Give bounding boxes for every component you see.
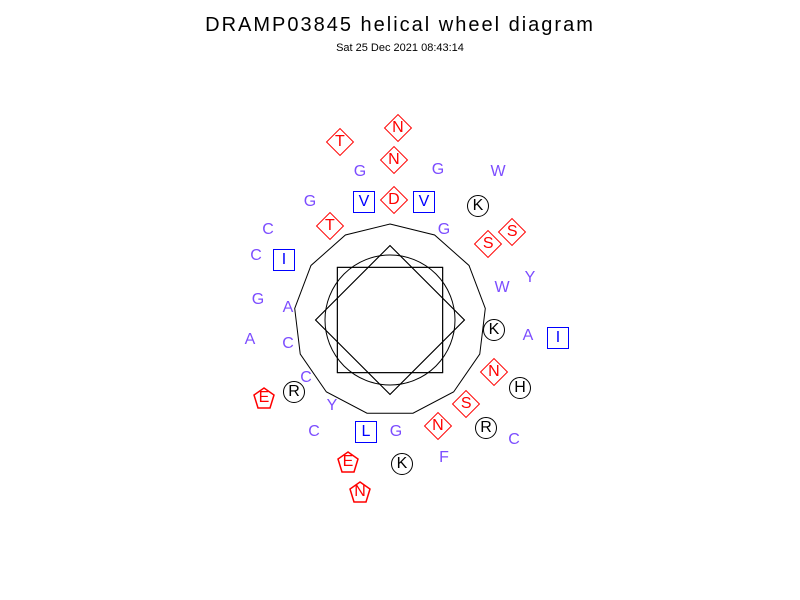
residue-d-6: D (384, 190, 404, 210)
residue-n-43: N (349, 481, 371, 503)
residue-n-37: N (428, 416, 448, 436)
residue-s-16: S (478, 234, 498, 254)
residue-a-22: A (241, 331, 259, 349)
residue-k-41: K (391, 453, 413, 475)
residue-a-25: A (519, 327, 537, 345)
residue-g-10: G (301, 193, 319, 211)
residue-v-8: V (413, 191, 435, 213)
residue-g-18: G (249, 291, 267, 309)
residue-t-2: T (330, 132, 350, 152)
residue-c-23: C (279, 335, 297, 353)
residue-t-11: T (320, 216, 340, 236)
residue-i-15: I (273, 249, 295, 271)
residue-v-7: V (353, 191, 375, 213)
residue-y-21: Y (521, 269, 539, 287)
residue-h-31: H (509, 377, 531, 399)
residue-w-5: W (489, 163, 507, 181)
residue-w-20: W (493, 279, 511, 297)
residue-c-13: C (259, 221, 277, 239)
residue-g-4: G (429, 161, 447, 179)
residue-n-0: N (388, 118, 408, 138)
residue-f-42: F (435, 449, 453, 467)
residue-g-3: G (351, 163, 369, 181)
residue-s-36: S (456, 394, 476, 414)
residue-g-35: G (387, 423, 405, 441)
diagram-stage: { "title": "DRAMP03845 helical wheel dia… (0, 0, 800, 600)
residue-c-39: C (505, 431, 523, 449)
residue-i-26: I (547, 327, 569, 349)
residue-s-17: S (502, 222, 522, 242)
residue-n-30: N (484, 362, 504, 382)
residue-r-38: R (475, 417, 497, 439)
residue-k-9: K (467, 195, 489, 217)
residue-r-28: R (283, 381, 305, 403)
residue-l-34: L (355, 421, 377, 443)
helical-wheel-svg (0, 0, 800, 600)
residue-c-14: C (247, 247, 265, 265)
residue-c-33: C (305, 423, 323, 441)
residue-k-24: K (483, 319, 505, 341)
residue-a-19: A (279, 299, 297, 317)
residue-y-32: Y (323, 397, 341, 415)
residue-n-1: N (384, 150, 404, 170)
residue-g-12: G (435, 221, 453, 239)
residue-e-29: E (253, 387, 275, 409)
residue-e-40: E (337, 451, 359, 473)
